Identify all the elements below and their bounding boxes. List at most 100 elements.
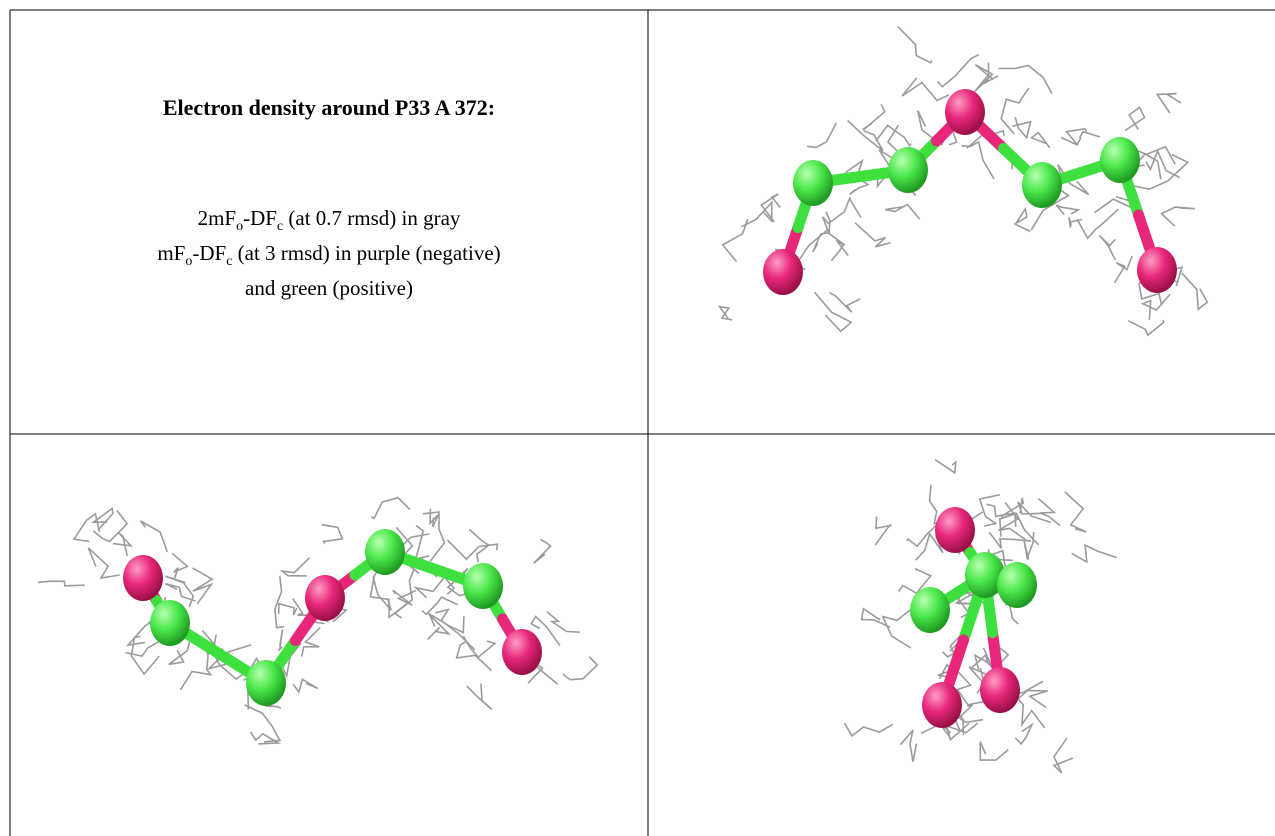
mesh-line bbox=[962, 142, 995, 179]
mesh-line bbox=[1015, 725, 1032, 744]
mesh-line bbox=[74, 514, 99, 542]
mesh-line bbox=[141, 521, 168, 552]
molecule-panel bbox=[123, 529, 542, 706]
mesh-line bbox=[980, 742, 1008, 761]
mesh-line bbox=[1054, 738, 1073, 773]
mesh-line bbox=[1115, 256, 1133, 283]
mesh-line bbox=[1001, 88, 1029, 134]
mesh-line bbox=[547, 612, 580, 633]
mesh-line bbox=[279, 604, 297, 615]
mesh-line bbox=[88, 548, 120, 578]
mesh-line bbox=[1077, 209, 1118, 238]
mesh-line bbox=[901, 730, 917, 762]
mesh-line bbox=[467, 684, 492, 710]
mesh-line bbox=[534, 540, 551, 564]
text: 2mF bbox=[198, 206, 237, 230]
mesh-line bbox=[1128, 320, 1163, 335]
atom bbox=[793, 160, 833, 206]
mesh-line bbox=[1024, 532, 1034, 560]
mesh-line bbox=[875, 517, 891, 545]
mesh-line bbox=[1072, 545, 1117, 562]
atom bbox=[1137, 247, 1177, 293]
caption-line: and green (positive) bbox=[10, 275, 648, 302]
mesh-panel bbox=[38, 498, 597, 744]
text: mF bbox=[157, 241, 185, 265]
mesh-line bbox=[855, 223, 891, 247]
caption-line: mFo-DFc (at 3 rmsd) in purple (negative) bbox=[10, 240, 648, 275]
mesh-line bbox=[828, 197, 861, 224]
caption-line: 2mFo-DFc (at 0.7 rmsd) in gray bbox=[10, 205, 648, 240]
mesh-line bbox=[876, 125, 911, 145]
mesh-line bbox=[371, 498, 410, 519]
mesh-line bbox=[830, 293, 861, 313]
atom bbox=[305, 575, 345, 621]
mesh-line bbox=[293, 679, 318, 692]
mesh-line bbox=[447, 540, 497, 559]
mesh-line bbox=[282, 558, 310, 576]
mesh-line bbox=[1157, 94, 1181, 113]
atom bbox=[763, 249, 803, 295]
density-mesh bbox=[38, 26, 1207, 772]
mesh-line bbox=[935, 460, 957, 473]
atom bbox=[1022, 162, 1062, 208]
mesh-line bbox=[980, 495, 1000, 526]
atom bbox=[935, 507, 975, 553]
mesh-line bbox=[761, 194, 780, 222]
caption-title: Electron density around P33 A 372: bbox=[10, 95, 648, 121]
mesh-line bbox=[947, 723, 978, 740]
mesh-line bbox=[1056, 205, 1078, 215]
mesh-line bbox=[1099, 235, 1115, 260]
mesh-line bbox=[1032, 133, 1050, 148]
atom bbox=[365, 529, 405, 575]
mesh-line bbox=[845, 723, 893, 736]
mesh-line bbox=[974, 65, 993, 92]
mesh-line bbox=[275, 576, 284, 628]
atom bbox=[502, 629, 542, 675]
atom bbox=[888, 147, 928, 193]
mesh-panel bbox=[845, 460, 1117, 773]
mesh-line bbox=[193, 568, 213, 604]
mesh-line bbox=[435, 610, 474, 650]
mesh-line bbox=[999, 66, 1052, 94]
text: (at 0.7 rmsd) in gray bbox=[283, 206, 460, 230]
mesh-line bbox=[172, 553, 187, 578]
molecule bbox=[123, 89, 1177, 728]
mesh-line bbox=[907, 525, 937, 547]
mesh-line bbox=[1182, 273, 1208, 309]
atom bbox=[910, 587, 950, 633]
mesh-line bbox=[457, 642, 492, 671]
atom bbox=[463, 563, 503, 609]
mesh-line bbox=[1012, 117, 1030, 137]
mesh-line bbox=[831, 240, 848, 260]
mesh-line bbox=[863, 104, 885, 129]
text: -DF bbox=[192, 241, 226, 265]
figure-table bbox=[0, 0, 1275, 836]
atom bbox=[980, 667, 1020, 713]
caption-text: 2mFo-DFc (at 0.7 rmsd) in graymFo-DFc (a… bbox=[10, 205, 648, 302]
mesh-line bbox=[1125, 107, 1144, 130]
atom bbox=[150, 600, 190, 646]
text: and green (positive) bbox=[245, 276, 413, 300]
mesh-line bbox=[1014, 209, 1030, 231]
page: Electron density around P33 A 372: 2mFo-… bbox=[0, 0, 1275, 836]
mesh-line bbox=[815, 292, 852, 331]
atom bbox=[922, 682, 962, 728]
mesh-line bbox=[416, 526, 430, 560]
mesh-line bbox=[720, 307, 733, 320]
mesh-line bbox=[181, 650, 211, 690]
mesh-line bbox=[245, 705, 280, 742]
mesh-line bbox=[38, 581, 85, 586]
atom bbox=[945, 89, 985, 135]
mesh-line bbox=[322, 525, 343, 544]
mesh-line bbox=[885, 204, 920, 219]
mesh-line bbox=[938, 55, 979, 87]
atom bbox=[123, 555, 163, 601]
mesh-line bbox=[429, 614, 464, 633]
mesh-line bbox=[1078, 132, 1100, 144]
mesh-line bbox=[848, 121, 883, 151]
atom bbox=[246, 660, 286, 706]
mesh-line bbox=[807, 123, 836, 147]
mesh-line bbox=[898, 26, 932, 62]
mesh-line bbox=[1143, 294, 1170, 320]
atom bbox=[997, 562, 1037, 608]
